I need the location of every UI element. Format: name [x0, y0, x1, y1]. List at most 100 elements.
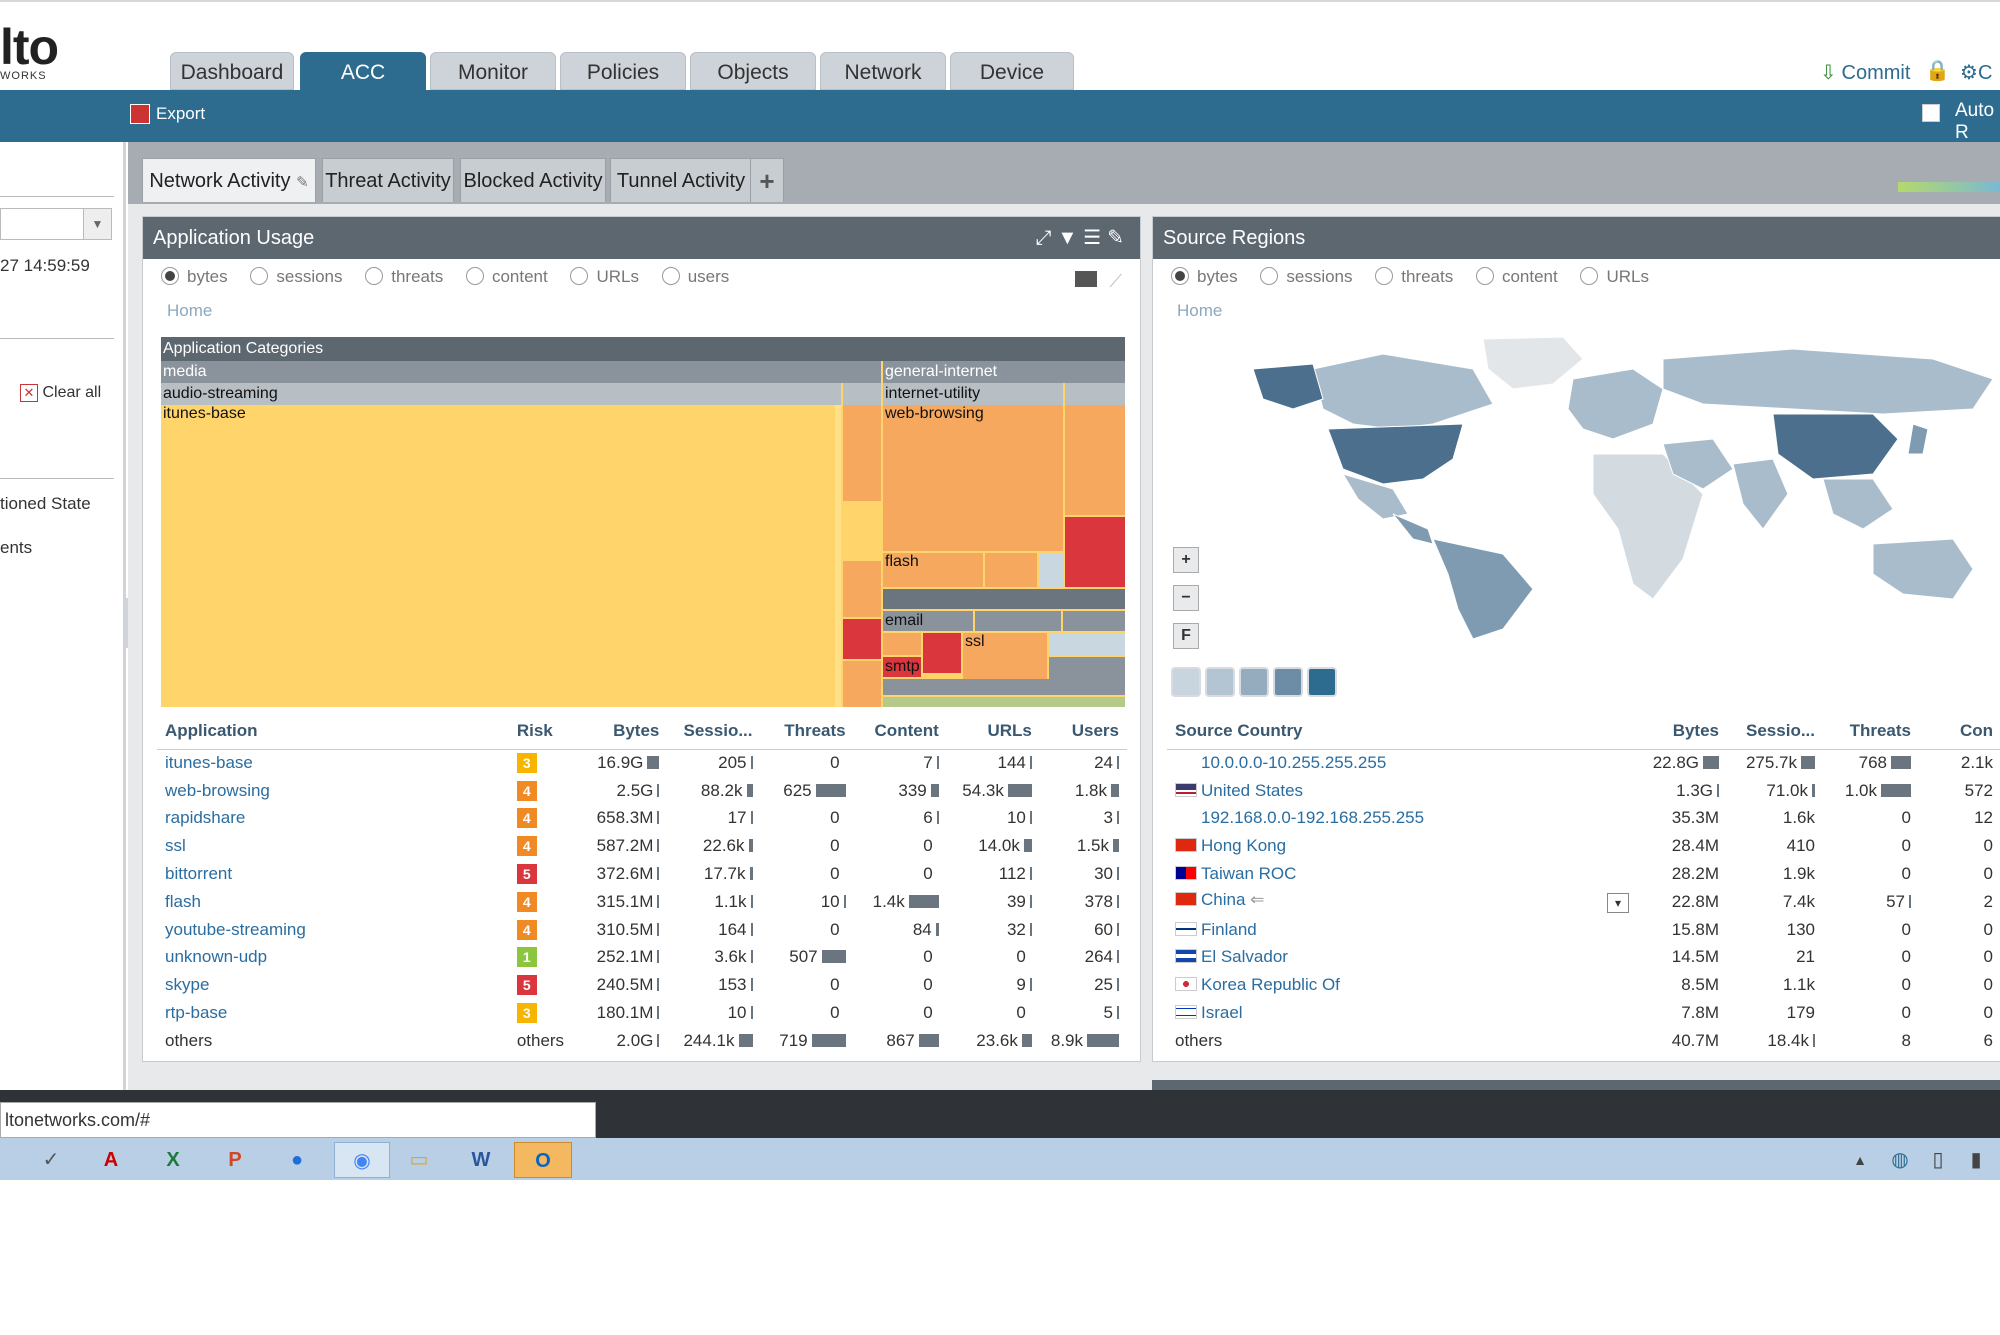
clear-all-button[interactable]: ✕ Clear all [20, 384, 101, 402]
maximize-icon[interactable]: ⤢ [1035, 227, 1058, 249]
app-name-link[interactable]: skype [165, 975, 210, 995]
app-name-link[interactable]: itunes-base [165, 753, 253, 773]
filter-back-icon[interactable]: ⇐ [1245, 890, 1265, 910]
tab-network-activity[interactable]: Network Activity ✎ [142, 158, 316, 202]
treemap-cell[interactable] [883, 679, 1125, 695]
edit-icon[interactable]: ✎ [296, 174, 309, 191]
table-row[interactable]: El Salvador 14.5M 21 0 0 [1167, 944, 2000, 972]
filter-item[interactable]: ents [0, 538, 33, 557]
table-row[interactable]: Finland 15.8M 130 0 0 [1167, 916, 2000, 944]
table-row[interactable]: others others 2.0G 244.1k 719 867 23.6k 8.9k [157, 1027, 1127, 1055]
col-threats[interactable]: Threats [760, 713, 854, 750]
table-row[interactable]: Israel 7.8M 179 0 0 [1167, 999, 2000, 1027]
col-application[interactable]: Application [157, 713, 509, 750]
treemap-cell[interactable] [843, 561, 881, 617]
table-row[interactable]: itunes-base 3 16.9G 205 0 7 144 24 [157, 749, 1127, 777]
country-link[interactable]: United States [1201, 780, 1304, 800]
radio-threats[interactable]: threats [1375, 267, 1471, 286]
country-link[interactable]: Korea Republic Of [1201, 975, 1340, 995]
treemap-category-general-internet[interactable]: general-internet [883, 361, 1125, 383]
treemap-cell-itunes-base[interactable]: itunes-base [161, 405, 833, 707]
treemap-cell[interactable] [1065, 405, 1125, 515]
country-link[interactable]: Finland [1201, 919, 1257, 939]
export-icon[interactable]: ✎ [1107, 227, 1130, 249]
table-row[interactable]: Taiwan ROC 28.2M 1.9k 0 0 [1167, 860, 2000, 888]
breadcrumb-home[interactable]: Home [1177, 301, 1223, 320]
lock-icon[interactable]: 🔒 [1925, 60, 1950, 82]
treemap-view-icon[interactable] [1074, 271, 1097, 287]
treemap-cell[interactable] [1039, 553, 1063, 587]
treemap-cell[interactable] [1063, 611, 1125, 631]
treemap-cell-smtp[interactable]: smtp [883, 657, 921, 677]
config-button[interactable]: ⚙C [1960, 60, 1992, 85]
country-link[interactable]: Hong Kong [1201, 836, 1287, 856]
radio-sessions[interactable]: sessions [1260, 267, 1370, 286]
treemap-subcategory-internet-utility[interactable]: internet-utility [883, 383, 1063, 405]
line-chart-icon[interactable]: ⟋ [1109, 271, 1122, 291]
auto-refresh-checkbox[interactable] [1922, 104, 1940, 122]
table-row[interactable]: ssl 4 587.2M 22.6k 0 0 14.0k 1.5k [157, 832, 1127, 860]
table-row[interactable]: 192.168.0.0-192.168.255.255 35.3M 1.6k 0 12 [1167, 805, 2000, 833]
radio-urls[interactable]: URLs [570, 267, 657, 286]
radio-sessions[interactable]: sessions [250, 267, 360, 286]
radio-content[interactable]: content [465, 267, 566, 286]
country-link[interactable]: 10.0.0.0-10.255.255.255 [1201, 753, 1387, 773]
treemap-cell[interactable] [923, 633, 961, 673]
treemap-cell[interactable] [883, 633, 921, 655]
nav-tab-policies[interactable]: Policies [560, 52, 686, 90]
table-row[interactable]: Hong Kong 28.4M 410 0 0 [1167, 832, 2000, 860]
filter-item[interactable]: tioned State [0, 494, 91, 513]
treemap-cell[interactable] [1065, 517, 1125, 587]
country-link[interactable]: 192.168.0.0-192.168.255.255 [1201, 808, 1425, 828]
treemap-cell[interactable] [985, 553, 1037, 587]
country-link[interactable]: El Salvador [1201, 947, 1288, 967]
radio-urls[interactable]: URLs [1580, 267, 1667, 286]
treemap-cell[interactable] [843, 405, 881, 501]
world-map[interactable] [1233, 329, 2000, 639]
time-range-select[interactable]: ▼ [0, 208, 112, 240]
treemap-cell[interactable] [843, 619, 881, 659]
app-name-link[interactable]: bittorrent [165, 864, 233, 884]
webex-icon[interactable]: ● [290, 1149, 304, 1171]
treemap-cell[interactable] [1065, 383, 1125, 405]
nav-tab-dashboard[interactable]: Dashboard [170, 52, 294, 90]
app-name-link[interactable]: ssl [165, 836, 186, 856]
commit-button[interactable]: ⇩ Commit [1820, 60, 1910, 85]
treemap-cell-web-browsing[interactable]: web-browsing [883, 405, 1063, 551]
app-name-link[interactable]: rapidshare [165, 808, 246, 828]
col-content[interactable]: Content [853, 713, 947, 750]
row-menu-dropdown[interactable]: ▾ [1607, 893, 1629, 914]
pen-icon[interactable]: ✓ [42, 1149, 60, 1171]
fit-button[interactable]: F [1173, 623, 1199, 649]
acrobat-icon[interactable]: A [103, 1149, 119, 1171]
treemap-cell[interactable] [883, 589, 1125, 609]
export-button[interactable]: Export [156, 104, 206, 123]
table-row[interactable]: 10.0.0.0-10.255.255.255 22.8G 275.7k 768 2.1… [1167, 749, 2000, 777]
breadcrumb-home[interactable]: Home [167, 301, 213, 320]
nav-tab-acc[interactable]: ACC [300, 52, 426, 90]
nav-tab-objects[interactable]: Objects [690, 52, 816, 90]
zoom-out-button[interactable]: − [1173, 585, 1199, 611]
radio-threats[interactable]: threats [365, 267, 461, 286]
treemap-cell[interactable] [975, 611, 1061, 631]
col-risk[interactable]: Risk [508, 713, 575, 750]
nav-tab-device[interactable]: Device [950, 52, 1074, 90]
signal-icon[interactable]: ▮ [1970, 1149, 1982, 1171]
treemap-cell-flash[interactable]: flash [883, 553, 983, 587]
app-name-link[interactable]: youtube-streaming [165, 919, 306, 939]
country-link[interactable]: Taiwan ROC [1201, 864, 1297, 884]
tab-blocked-activity[interactable]: Blocked Activity [460, 158, 606, 202]
col-source-country[interactable]: Source Country [1167, 713, 1637, 750]
col-urls[interactable]: URLs [946, 713, 1040, 750]
powerpoint-icon[interactable]: P [228, 1149, 242, 1171]
treemap-cell[interactable] [843, 383, 881, 405]
table-row[interactable]: China ⇐ ▾ 22.8M 7.4k 57 2 [1167, 888, 2000, 916]
treemap[interactable]: Application Categories media general-int… [161, 337, 1125, 707]
filter-icon[interactable]: ▼ [1057, 227, 1084, 249]
zoom-in-button[interactable]: + [1173, 547, 1199, 573]
country-link[interactable]: China [1201, 890, 1246, 910]
outlook-icon[interactable]: O [514, 1142, 572, 1178]
folder-icon[interactable]: ▭ [409, 1149, 429, 1171]
table-row[interactable]: web-browsing 4 2.5G 88.2k 625 339 54.3k 1.8k [157, 777, 1127, 805]
treemap-subcategory-audio-streaming[interactable]: audio-streaming [161, 383, 841, 405]
